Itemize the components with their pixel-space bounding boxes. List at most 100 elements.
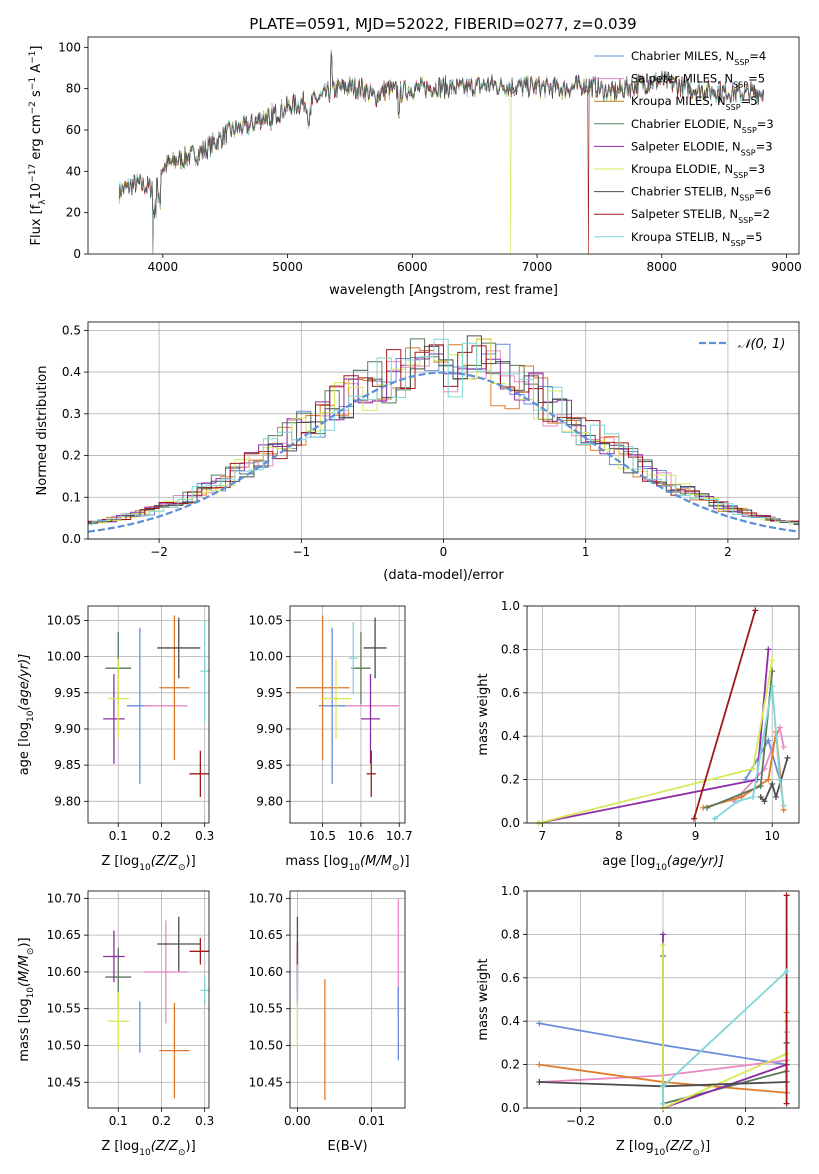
weight-marker xyxy=(757,783,764,790)
x-axis-label: E(B-V) xyxy=(327,1139,367,1154)
y-tick-label: 10.05 xyxy=(47,613,81,627)
y-tick-label: 100 xyxy=(58,40,81,54)
x-tick-label: 0.2 xyxy=(736,1114,755,1128)
legend-entry: 𝒩(0, 1) xyxy=(738,337,785,352)
y-tick-label: 10.55 xyxy=(47,1002,81,1016)
y-tick-label: 10.45 xyxy=(47,1075,81,1089)
weight-marker xyxy=(536,1078,543,1085)
legend-text: Salpeter ELODIE, N xyxy=(631,139,741,153)
label-part: 10 xyxy=(26,710,36,722)
y-tick-label: 9.90 xyxy=(256,722,283,736)
legend-subscript: SSP xyxy=(739,193,754,202)
legend-text: Kroupa MILES, N xyxy=(631,94,726,108)
label-part: Z [log xyxy=(101,1139,139,1154)
label-part: (age/yr)] xyxy=(667,854,724,869)
x-tick-label: 0.2 xyxy=(152,829,171,843)
weight-marker xyxy=(660,942,666,949)
label-part: −1 xyxy=(28,77,38,90)
weight-series-line xyxy=(662,945,787,1108)
age-vs-metallicity-panel: 0.1 0.2 0.3 9.80 9.85 9.90 9.95 10.00 10.05 Z [lo… xyxy=(17,605,214,873)
y-tick-label: 10.65 xyxy=(249,928,283,942)
weight-marker xyxy=(769,683,776,690)
y-tick-label: 0.6 xyxy=(501,686,520,700)
legend-suffix: =3 xyxy=(756,139,773,153)
y-tick-label: 9.85 xyxy=(256,758,283,772)
y-tick-label: 60 xyxy=(66,123,81,137)
y-axis-label: mass weight xyxy=(476,958,491,1040)
legend-subscript: SSP xyxy=(733,80,748,89)
weight-marker xyxy=(783,968,790,975)
x-tick-label: 7 xyxy=(539,829,547,843)
normal-curve xyxy=(88,371,799,533)
y-tick-label: 10.50 xyxy=(249,1038,283,1052)
label-part: )] xyxy=(17,937,32,947)
y-tick-label: 20 xyxy=(66,206,81,220)
label-part: ⊙ xyxy=(692,1148,700,1158)
label-part: (Z/Z xyxy=(151,1139,179,1154)
y-tick-label: 0.5 xyxy=(62,323,81,337)
legend-subscript: SSP xyxy=(742,125,757,134)
histogram-step xyxy=(88,344,799,525)
weight-marker xyxy=(761,798,768,805)
y-tick-label: 0.8 xyxy=(501,642,520,656)
legend-text: Kroupa STELIB, N xyxy=(631,230,731,244)
weight-marker xyxy=(776,724,783,731)
label-part: ] xyxy=(29,46,44,51)
legend-suffix: =6 xyxy=(754,185,771,199)
weight-marker xyxy=(752,607,759,614)
legend-entry: Salpeter MILES, NSSP=5 xyxy=(631,72,765,90)
weight-marker xyxy=(757,793,764,800)
y-tick-label: 10.55 xyxy=(249,1002,283,1016)
x-tick-label: 10 xyxy=(765,829,780,843)
x-tick-label: −0.2 xyxy=(566,1114,595,1128)
y-tick-label: 0.2 xyxy=(501,1058,520,1072)
x-tick-label: 0.0 xyxy=(653,1114,672,1128)
legend-text: Salpeter STELIB, N xyxy=(631,207,738,221)
y-tick-label: 10.50 xyxy=(47,1038,81,1052)
x-tick-label: 0.1 xyxy=(109,829,128,843)
legend-suffix: =2 xyxy=(753,207,770,221)
label-part: A xyxy=(29,64,44,77)
y-tick-label: 10.00 xyxy=(47,650,81,664)
age-vs-mass-panel: 10.5 10.6 10.7 9.80 9.85 9.90 9.95 10.00 10.05 ma… xyxy=(249,605,413,873)
legend-entry: Salpeter ELODIE, NSSP=3 xyxy=(631,139,773,157)
axes-frame xyxy=(526,890,800,1109)
y-tick-label: 10.60 xyxy=(249,965,283,979)
x-tick-label: 10.6 xyxy=(348,829,375,843)
y-tick-label: 10.45 xyxy=(249,1075,283,1089)
axes-frame xyxy=(87,890,210,1109)
x-axis-label: age [log10(age/yr)] xyxy=(602,854,724,873)
weight-marker xyxy=(704,804,711,811)
weight-series-line xyxy=(714,686,785,820)
weight-marker xyxy=(769,657,776,664)
spectrum-series-line xyxy=(118,53,764,219)
label-part: −1 xyxy=(28,51,38,64)
x-axis-label: (data-model)/error xyxy=(383,568,504,583)
label-part: −2 xyxy=(28,101,38,114)
label-part: Z [log xyxy=(101,854,139,869)
legend-subscript: SSP xyxy=(726,103,741,112)
label-part: ⊙ xyxy=(392,863,400,873)
weight-series-line xyxy=(693,610,757,819)
weight-marker xyxy=(711,815,718,822)
y-tick-label: 0.4 xyxy=(62,365,81,379)
label-part: (Z/Z xyxy=(151,854,179,869)
weight-marker xyxy=(783,892,790,899)
label-part: 10 xyxy=(349,863,361,873)
y-tick-label: 0.2 xyxy=(501,773,520,787)
label-part: (age/yr)] xyxy=(17,654,32,711)
spectrum-title: PLATE=0591, MJD=52022, FIBERID=0277, z=0… xyxy=(249,15,636,33)
legend-entry: Chabrier STELIB, NSSP=6 xyxy=(631,185,771,203)
label-part: )] xyxy=(186,1139,196,1154)
x-axis-label: mass [log10(M/M⊙)] xyxy=(285,854,409,873)
weight-marker xyxy=(660,931,666,938)
label-part: λ xyxy=(38,199,48,205)
legend-text: Chabrier ELODIE, N xyxy=(631,117,742,131)
x-tick-label: 8 xyxy=(615,829,623,843)
weight-marker xyxy=(536,1061,543,1068)
weight-marker xyxy=(784,754,791,761)
y-tick-label: 0.0 xyxy=(501,816,520,830)
weight-marker xyxy=(765,776,772,783)
